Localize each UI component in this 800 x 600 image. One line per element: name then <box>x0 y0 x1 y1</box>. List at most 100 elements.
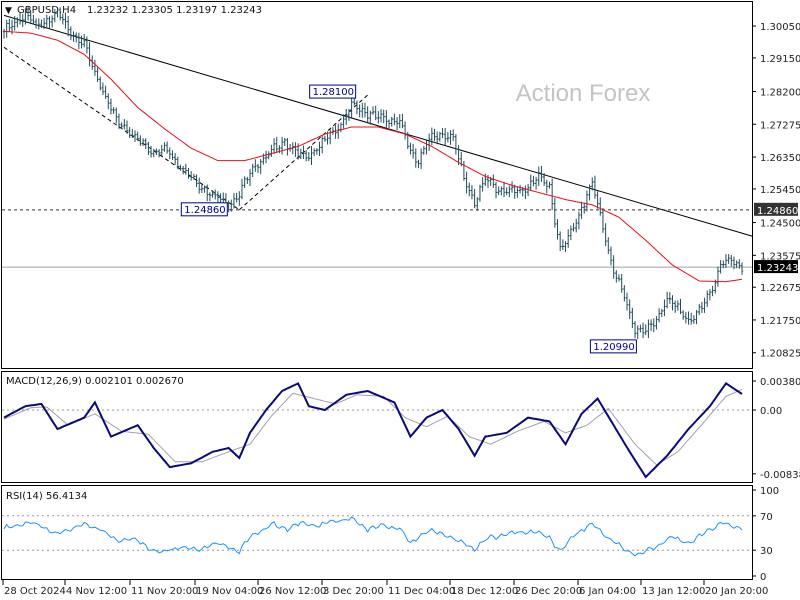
price-candle <box>411 143 415 159</box>
price-candle <box>157 149 161 158</box>
price-candle <box>631 307 634 329</box>
price-candle <box>687 311 690 325</box>
price-candle <box>286 138 289 156</box>
price-candle <box>347 108 351 121</box>
price-candle <box>238 191 241 206</box>
price-candle <box>647 319 650 339</box>
price-candle <box>173 152 177 165</box>
header-ohlc: 1.23232 1.23305 1.23197 1.23243 <box>87 5 262 16</box>
price-candle <box>371 106 375 115</box>
price-candle <box>703 297 706 313</box>
price-candle <box>636 325 639 340</box>
price-candle <box>104 85 107 99</box>
rsi-ytick-label: 100 <box>760 486 779 497</box>
price-candle <box>123 119 126 130</box>
price-candle <box>508 185 511 198</box>
price-candle <box>577 211 581 230</box>
price-candle <box>620 274 623 293</box>
price-candle <box>558 231 562 251</box>
price-ytick-label: 1.29150 <box>760 54 800 65</box>
price-candle <box>152 148 155 158</box>
price-candle <box>473 188 476 209</box>
price-candle <box>29 11 32 25</box>
macd-title: MACD(12,26,9) 0.002101 0.002670 <box>6 376 184 387</box>
price-candle <box>42 17 46 29</box>
price-candle <box>66 16 70 37</box>
price-candle <box>24 8 27 25</box>
price-candle <box>34 18 38 29</box>
price-candle <box>689 312 693 325</box>
price-candle <box>738 259 741 269</box>
price-candle <box>438 131 442 142</box>
price-candle <box>668 292 672 304</box>
current-price-label-box <box>754 260 798 274</box>
price-candle <box>649 319 653 332</box>
price-candle <box>417 159 420 169</box>
price-candle <box>48 16 51 29</box>
price-candle <box>585 190 589 212</box>
price-candle <box>189 171 193 181</box>
annotation-high-1.28100: 1.28100 <box>313 87 354 98</box>
price-ytick-label: 1.21750 <box>760 316 800 327</box>
price-candle <box>192 173 196 180</box>
price-candle <box>58 7 62 21</box>
price-candle <box>599 197 602 216</box>
price-candle <box>280 136 284 155</box>
price-candle <box>53 8 57 23</box>
rsi-panel <box>1 485 753 580</box>
price-candle <box>18 12 22 25</box>
price-candle <box>307 152 311 162</box>
price-candle <box>465 171 468 194</box>
price-candle <box>232 193 236 209</box>
price-candle <box>267 151 270 160</box>
rsi-ytick-label: 0 <box>760 572 766 583</box>
price-candle <box>350 96 353 118</box>
price-candle <box>481 177 484 192</box>
price-candle <box>240 178 244 200</box>
price-candle <box>700 301 704 313</box>
price-candle <box>625 292 629 311</box>
price-candle <box>596 191 599 209</box>
price-candle <box>446 131 450 143</box>
price-candle <box>534 176 538 190</box>
price-candle <box>548 181 551 189</box>
price-candle <box>99 76 102 91</box>
rsi-ytick-label: 30 <box>760 546 773 557</box>
price-candle <box>639 324 642 333</box>
price-candle <box>374 105 377 121</box>
macd-line <box>3 382 743 479</box>
price-candle <box>724 254 728 268</box>
price-candle <box>607 237 610 254</box>
price-candle <box>136 131 139 141</box>
price-candle <box>529 174 532 191</box>
price-candle <box>722 260 725 269</box>
price-candle <box>443 127 447 146</box>
price-candle <box>422 146 426 155</box>
price-candle <box>37 18 40 30</box>
price-candle <box>716 266 720 287</box>
price-candle <box>676 300 680 311</box>
price-ytick-label: 1.24500 <box>760 219 800 230</box>
price-candle <box>644 324 647 335</box>
price-candle <box>617 274 621 282</box>
price-candle <box>235 192 238 203</box>
price-candle <box>171 150 174 160</box>
price-candle <box>165 141 169 154</box>
price-candle <box>655 316 658 330</box>
price-candle <box>107 93 110 110</box>
price-candle <box>345 108 348 125</box>
price-candle <box>510 181 514 193</box>
price-candle <box>184 163 188 175</box>
price-candle <box>120 122 123 130</box>
price-candle <box>69 26 73 41</box>
x-tick-label: 4 Nov 12:00 <box>66 586 127 597</box>
price-candle <box>387 119 391 129</box>
price-candle <box>377 111 380 124</box>
price-candle <box>264 150 268 164</box>
price-candle <box>409 142 412 155</box>
price-candle <box>660 308 663 318</box>
price-candle <box>591 177 594 191</box>
x-tick-label: 11 Nov 20:00 <box>131 586 198 597</box>
price-candle <box>147 141 150 155</box>
macd-signal-line <box>3 389 743 466</box>
